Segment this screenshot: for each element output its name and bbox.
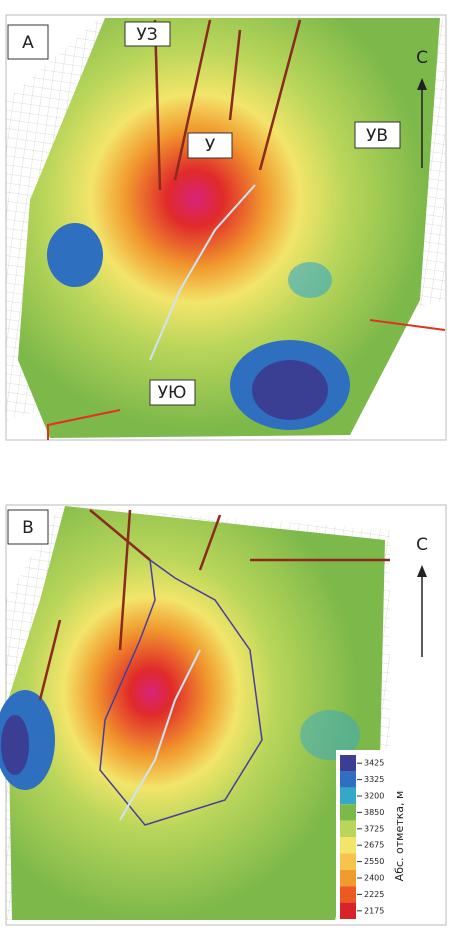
river [119,649,201,821]
boundary [47,319,446,440]
arrow-head [417,565,427,577]
legend-swatch [340,869,356,887]
label-box [149,379,196,406]
legend-label: 2175 [364,906,384,915]
low [1,715,29,775]
legend-title: Абс. отметка, м [393,791,406,882]
panel-label: В [22,518,34,538]
low [300,710,360,760]
legend: Абс. отметка, м 3425 3325 3200 3850 3725 2675… [336,750,410,922]
legend-swatch [340,787,356,805]
low [288,262,332,298]
legend-label: 3725 [364,824,384,833]
label-box [7,509,49,545]
legend-swatch [340,853,356,870]
legend-label: 3200 [364,792,384,801]
legend-swatch [340,886,356,903]
legend-swatch [340,771,356,788]
legend-label: 3425 [364,759,384,768]
legend-label: 2225 [364,890,384,899]
legend-label: 2675 [364,841,384,850]
low [47,223,103,287]
map [8,506,385,920]
arrow-head [417,78,427,90]
north-label: С [416,535,428,555]
annotation: УВ [366,126,388,146]
legend-label: 2550 [364,857,384,866]
north-label: С [416,48,428,68]
legend-label: 3325 [364,775,384,784]
panel-b: В С Абс. отметка, м 3425 3325 3200 3850 3725… [0,504,447,926]
panel-label: А [22,33,34,53]
label-box [124,21,171,47]
panel-a: А УЗ У УВ УЮ С [5,14,447,441]
river [149,184,256,361]
legend-label: 2400 [364,874,384,883]
legend-label: 3850 [364,808,384,817]
legend-swatch [340,902,356,919]
annotation: УЗ [136,25,157,45]
annotation: УЮ [158,383,187,403]
legend-swatch [340,820,356,837]
label-box [7,24,49,60]
contour-outline [99,558,263,826]
legend-swatch [340,755,356,772]
label-box [354,121,401,149]
fault [153,19,302,191]
legend-swatch [340,837,356,854]
low [252,360,328,420]
annotation: У [205,136,216,156]
legend-swatch [340,804,356,821]
fault [38,509,390,701]
map [18,18,440,438]
label-box [187,132,233,159]
